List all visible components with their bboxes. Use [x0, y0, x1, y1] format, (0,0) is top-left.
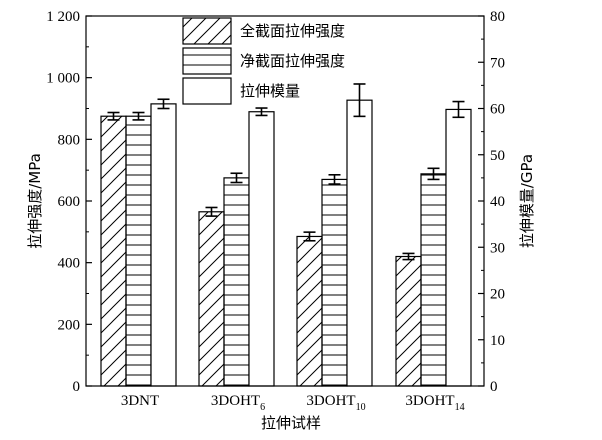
- bar-2-1: [125, 115, 152, 387]
- x-axis-title: 拉伸试样: [261, 414, 321, 432]
- error-bar-3-3: [353, 83, 366, 118]
- y-right-tick-label: 70: [490, 55, 505, 71]
- legend-label-2: 净截面拉伸强度: [240, 52, 345, 70]
- error-bar-1-3: [303, 231, 316, 242]
- legend-swatch-1: [182, 17, 232, 45]
- y-left-tick-label: 200: [58, 317, 81, 333]
- y-right-tick-label: 40: [490, 194, 505, 210]
- y-right-tick-label: 20: [490, 287, 505, 303]
- y-right-tick-label: 50: [490, 148, 505, 164]
- x-axis: 3DNT 3DOHT6 3DOHT10 3DOHT14: [121, 393, 465, 413]
- error-bar-1-2: [205, 206, 218, 217]
- bar-1-4: [395, 255, 422, 387]
- error-bar-1-4: [402, 252, 415, 261]
- y-left-tick-label: 800: [58, 132, 81, 148]
- y-right-tick-label: 60: [490, 102, 505, 118]
- x-tick-label: 3DOHT10: [306, 393, 365, 413]
- bar-3-1: [150, 103, 177, 387]
- error-bar-2-1: [132, 111, 145, 121]
- error-bar-2-3: [328, 173, 341, 185]
- y-left-tick-label: 600: [58, 194, 81, 210]
- bar-3-3: [346, 99, 373, 387]
- bar-2-4: [420, 173, 447, 387]
- y-right-tick-label: 10: [490, 333, 505, 349]
- legend-label-1: 全截面拉伸强度: [240, 22, 345, 40]
- y-right-tick-label: 30: [490, 240, 505, 256]
- y-left-tick-label: 1 200: [46, 9, 80, 25]
- error-bar-3-4: [452, 100, 465, 119]
- y-right-tick-label: 0: [490, 379, 498, 395]
- error-bar-3-2: [255, 107, 268, 117]
- bar-1-3: [296, 235, 323, 387]
- y-axis-left-title: 拉伸强度/MPa: [26, 153, 44, 249]
- bar-1-2: [198, 211, 225, 387]
- right-axis: 0 10 20 30 40 50 60 70 80: [478, 9, 505, 395]
- x-tick-label: 3DNT: [121, 393, 159, 409]
- y-left-tick-label: 0: [73, 379, 81, 395]
- left-axis: 0 200 400 600 800 1 000 1 200: [46, 9, 92, 395]
- bar-3-4: [445, 108, 472, 387]
- error-bars-layer: [107, 83, 465, 261]
- x-tick-label: 3DOHT6: [211, 393, 265, 413]
- error-bar-2-4: [427, 167, 440, 181]
- legend-label-3: 拉伸模量: [240, 82, 300, 100]
- x-tick-label: 3DOHT14: [405, 393, 464, 413]
- y-left-tick-label: 400: [58, 256, 81, 272]
- y-left-tick-label: 1 000: [46, 71, 80, 87]
- bar-2-2: [223, 177, 250, 387]
- error-bar-2-2: [230, 172, 243, 184]
- legend-swatch-3: [182, 77, 232, 105]
- legend-swatch-2: [182, 47, 232, 75]
- y-axis-right-title: 拉伸模量/GPa: [518, 154, 536, 248]
- bars-layer: [100, 99, 472, 387]
- error-bar-1-1: [107, 111, 120, 121]
- bar-2-3: [321, 178, 348, 387]
- bar-3-2: [248, 111, 275, 387]
- bar-1-1: [100, 115, 127, 387]
- y-right-tick-label: 80: [490, 9, 505, 25]
- error-bar-3-1: [157, 98, 170, 110]
